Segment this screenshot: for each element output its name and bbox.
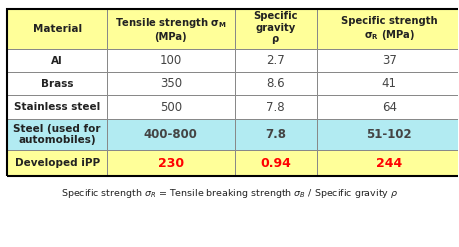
- Bar: [107, 119, 235, 150]
- Text: 2.7: 2.7: [266, 54, 285, 67]
- Text: Developed iPP: Developed iPP: [15, 158, 100, 168]
- Bar: [7, 72, 107, 95]
- Bar: [317, 72, 459, 95]
- Text: 7.8: 7.8: [266, 101, 285, 114]
- Bar: [235, 49, 317, 72]
- Bar: [235, 150, 317, 176]
- Text: 8.6: 8.6: [266, 77, 285, 90]
- Text: 230: 230: [158, 157, 184, 170]
- Text: 350: 350: [160, 77, 182, 90]
- Bar: [107, 49, 235, 72]
- Text: 37: 37: [382, 54, 397, 67]
- Text: Steel (used for
automobiles): Steel (used for automobiles): [13, 124, 101, 145]
- Bar: [235, 9, 317, 49]
- Text: 0.94: 0.94: [260, 157, 291, 170]
- Bar: [107, 150, 235, 176]
- Bar: [107, 95, 235, 119]
- Bar: [317, 119, 459, 150]
- Text: Al: Al: [51, 56, 63, 66]
- Text: Material: Material: [33, 24, 82, 34]
- Text: Stainless steel: Stainless steel: [14, 102, 100, 112]
- Bar: [317, 9, 459, 49]
- Bar: [235, 119, 317, 150]
- Bar: [235, 95, 317, 119]
- Bar: [7, 95, 107, 119]
- Text: 7.8: 7.8: [265, 128, 286, 141]
- Text: 51-102: 51-102: [367, 128, 412, 141]
- Text: Tensile strength $\mathbf{\sigma_M}$
(MPa): Tensile strength $\mathbf{\sigma_M}$ (MP…: [115, 16, 227, 42]
- Text: Brass: Brass: [41, 79, 73, 89]
- Text: 64: 64: [382, 101, 397, 114]
- Bar: [317, 150, 459, 176]
- Bar: [107, 9, 235, 49]
- Text: 400-800: 400-800: [144, 128, 198, 141]
- Bar: [317, 49, 459, 72]
- Text: 244: 244: [376, 157, 403, 170]
- Text: 41: 41: [382, 77, 397, 90]
- Bar: [107, 72, 235, 95]
- Bar: [235, 72, 317, 95]
- Bar: [7, 49, 107, 72]
- Bar: [7, 119, 107, 150]
- Bar: [7, 150, 107, 176]
- Text: Specific strength
$\mathbf{\sigma_R}$ (MPa): Specific strength $\mathbf{\sigma_R}$ (M…: [341, 16, 437, 42]
- Bar: [7, 9, 107, 49]
- Text: 100: 100: [160, 54, 182, 67]
- Bar: [7, 9, 459, 176]
- Bar: [317, 95, 459, 119]
- Text: Specific strength $\sigma_R$ = Tensile breaking strength $\sigma_B$ / Specific g: Specific strength $\sigma_R$ = Tensile b…: [62, 187, 399, 200]
- Text: Specific
gravity
$\mathbf{\rho}$: Specific gravity $\mathbf{\rho}$: [253, 11, 298, 46]
- Text: 500: 500: [160, 101, 182, 114]
